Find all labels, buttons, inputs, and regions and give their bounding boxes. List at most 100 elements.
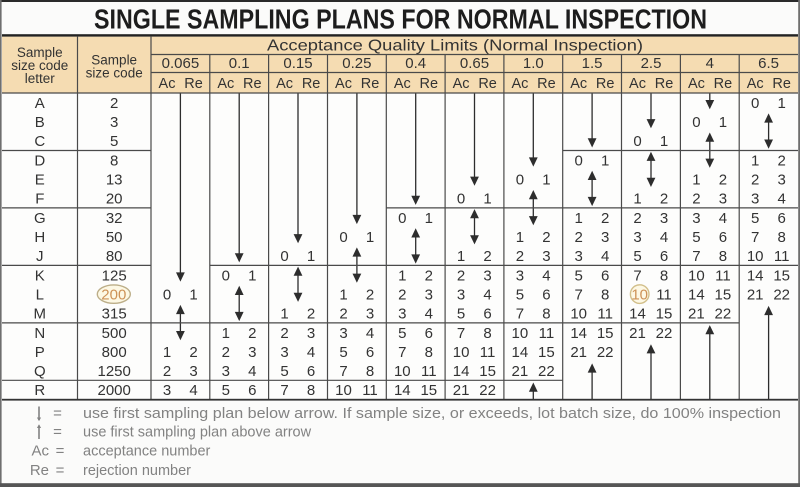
svg-text:3: 3 xyxy=(516,267,524,284)
svg-text:11: 11 xyxy=(715,267,731,284)
svg-text:Sample: Sample xyxy=(91,53,137,68)
svg-text:7: 7 xyxy=(398,344,406,361)
svg-text:2: 2 xyxy=(719,172,727,189)
svg-text:2: 2 xyxy=(280,325,288,342)
svg-text:2: 2 xyxy=(398,286,406,303)
svg-text:2.5: 2.5 xyxy=(641,55,662,72)
svg-text:4: 4 xyxy=(542,267,550,284)
svg-text:J: J xyxy=(36,248,44,265)
svg-text:Re: Re xyxy=(243,76,262,92)
svg-text:6: 6 xyxy=(248,382,256,399)
svg-text:5: 5 xyxy=(692,229,700,246)
svg-text:4: 4 xyxy=(189,382,197,399)
svg-text:5: 5 xyxy=(575,267,583,284)
svg-text:2: 2 xyxy=(366,286,374,303)
svg-text:Ac: Ac xyxy=(453,76,470,92)
svg-text:8: 8 xyxy=(660,267,668,284)
svg-text:0: 0 xyxy=(398,210,406,227)
svg-text:4: 4 xyxy=(719,210,727,227)
svg-text:1: 1 xyxy=(222,325,230,342)
svg-text:1: 1 xyxy=(248,267,256,284)
svg-text:F: F xyxy=(35,191,44,208)
svg-text:11: 11 xyxy=(480,344,496,361)
svg-text:N: N xyxy=(34,325,45,342)
svg-text:7: 7 xyxy=(633,267,641,284)
svg-text:3: 3 xyxy=(248,344,256,361)
svg-text:8: 8 xyxy=(110,152,118,169)
svg-text:10: 10 xyxy=(570,306,587,323)
svg-text:1: 1 xyxy=(425,210,433,227)
svg-text:15: 15 xyxy=(538,344,555,361)
svg-text:=: = xyxy=(56,442,65,459)
svg-text:2: 2 xyxy=(163,363,171,380)
svg-text:6: 6 xyxy=(660,248,668,265)
svg-text:3: 3 xyxy=(110,114,118,131)
svg-text:10: 10 xyxy=(747,248,764,265)
svg-text:2: 2 xyxy=(601,210,609,227)
svg-text:8: 8 xyxy=(778,229,786,246)
svg-text:3: 3 xyxy=(222,363,230,380)
svg-text:8: 8 xyxy=(425,344,433,361)
svg-text:1: 1 xyxy=(751,152,759,169)
svg-text:21: 21 xyxy=(747,286,764,303)
svg-text:11: 11 xyxy=(539,325,555,342)
svg-text:3: 3 xyxy=(398,306,406,323)
svg-text:3: 3 xyxy=(542,248,550,265)
svg-text:R: R xyxy=(34,382,45,399)
svg-text:size code: size code xyxy=(11,58,68,73)
svg-text:Re: Re xyxy=(184,76,203,92)
svg-text:1: 1 xyxy=(366,229,374,246)
svg-text:10: 10 xyxy=(631,286,648,303)
svg-text:15: 15 xyxy=(479,363,496,380)
svg-text:500: 500 xyxy=(102,325,127,342)
svg-text:5: 5 xyxy=(633,248,641,265)
svg-text:3: 3 xyxy=(633,229,641,246)
svg-text:0: 0 xyxy=(163,286,171,303)
svg-text:1: 1 xyxy=(398,267,406,284)
svg-text:4: 4 xyxy=(706,55,714,72)
svg-text:2: 2 xyxy=(307,306,315,323)
svg-text:L: L xyxy=(36,286,44,303)
svg-text:1.0: 1.0 xyxy=(523,55,544,72)
svg-text:14: 14 xyxy=(688,286,705,303)
svg-text:Ac: Ac xyxy=(747,76,764,92)
svg-text:21: 21 xyxy=(629,325,646,342)
svg-text:8: 8 xyxy=(601,286,609,303)
svg-text:1: 1 xyxy=(307,248,315,265)
svg-text:15: 15 xyxy=(420,382,437,399)
svg-text:3: 3 xyxy=(719,191,727,208)
svg-text:22: 22 xyxy=(479,382,496,399)
svg-text:2: 2 xyxy=(222,344,230,361)
svg-text:14: 14 xyxy=(394,382,411,399)
svg-text:10: 10 xyxy=(394,363,411,380)
svg-text:6: 6 xyxy=(601,267,609,284)
svg-text:8: 8 xyxy=(719,248,727,265)
svg-text:=: = xyxy=(53,405,62,422)
svg-text:Re: Re xyxy=(302,76,321,92)
svg-text:0: 0 xyxy=(222,267,230,284)
svg-text:1: 1 xyxy=(542,172,550,189)
svg-text:7: 7 xyxy=(751,229,759,246)
svg-text:0: 0 xyxy=(692,114,700,131)
svg-text:Ac: Ac xyxy=(688,76,705,92)
svg-text:8: 8 xyxy=(366,363,374,380)
svg-text:G: G xyxy=(34,210,46,227)
svg-text:32: 32 xyxy=(106,210,123,227)
svg-text:5: 5 xyxy=(751,210,759,227)
svg-text:4: 4 xyxy=(307,344,315,361)
svg-text:200: 200 xyxy=(101,286,126,303)
svg-text:22: 22 xyxy=(538,363,555,380)
svg-text:Ac: Ac xyxy=(511,76,528,92)
svg-text:5: 5 xyxy=(457,306,465,323)
svg-text:11: 11 xyxy=(362,382,378,399)
svg-text:0.15: 0.15 xyxy=(283,55,312,72)
svg-text:Re: Re xyxy=(361,76,380,92)
svg-text:5: 5 xyxy=(222,382,230,399)
svg-text:rejection number: rejection number xyxy=(83,463,191,479)
svg-text:800: 800 xyxy=(102,344,127,361)
svg-text:2: 2 xyxy=(483,248,491,265)
svg-text:21: 21 xyxy=(688,306,705,323)
svg-text:0: 0 xyxy=(457,191,465,208)
svg-text:SINGLE SAMPLING PLANS FOR NORM: SINGLE SAMPLING PLANS FOR NORMAL INSPECT… xyxy=(94,4,707,35)
svg-text:10: 10 xyxy=(453,344,470,361)
